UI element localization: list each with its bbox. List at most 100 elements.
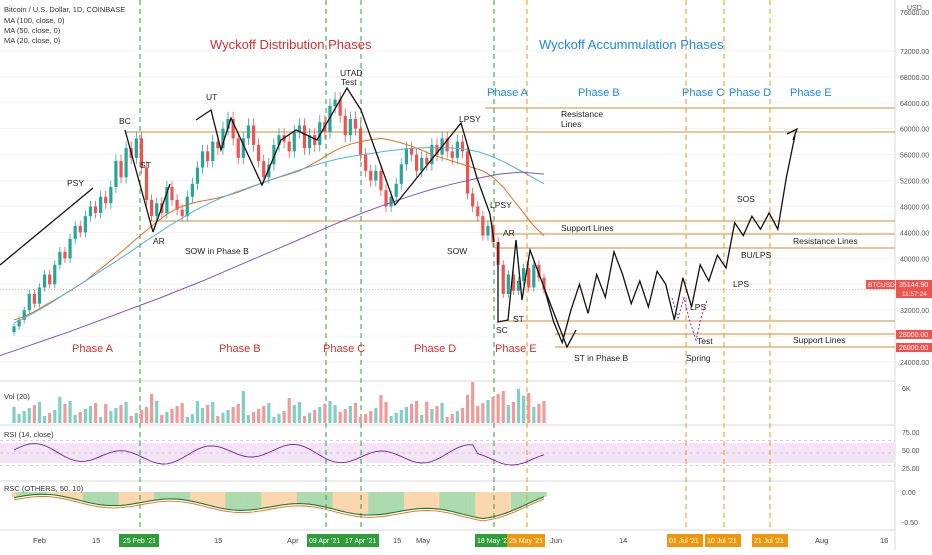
candle-body (420, 157, 424, 171)
accumulation-title: Wyckoff Accummulation Phases (539, 37, 724, 52)
wyckoff-structure-line (124, 129, 154, 233)
volume-bar (399, 410, 403, 423)
candle-body (511, 274, 516, 291)
rsc-area-bar (347, 492, 354, 514)
rsc-area-bar (490, 492, 496, 517)
candle-body (99, 196, 103, 213)
rsc-area-bar (434, 492, 440, 509)
rsc-area-bar (179, 492, 186, 500)
candle-body (104, 196, 108, 204)
candle-body (460, 141, 465, 152)
candle-body (353, 118, 358, 129)
candle-body (206, 151, 210, 162)
rsc-area-bar (42, 492, 48, 495)
date-chip-21jul (752, 534, 788, 547)
rsi-pane-label: RSI (14, close) (4, 430, 54, 439)
symbol-title: Bitcoin / U.S. Dollar, 1D, COINBASE (4, 5, 125, 14)
candle-body (175, 199, 179, 210)
indicator-ma20-label: MA (20, close, 0) (4, 36, 61, 45)
rsc-area-bar (312, 492, 318, 505)
last-price-text: 35144.90 (899, 282, 928, 289)
volume-bar (17, 414, 21, 423)
rsc-area-bar (500, 492, 507, 514)
rsc-area-bar (67, 492, 74, 498)
date-chip-25feb (119, 534, 159, 547)
volume-bar (307, 413, 312, 423)
volume-bar (313, 410, 317, 423)
rsc-area-bar (138, 492, 145, 503)
candle-body (394, 183, 398, 197)
candle-body (124, 148, 128, 178)
candle-body (22, 310, 26, 320)
volume-bar (68, 401, 72, 423)
volume-bar (491, 397, 495, 423)
rsc-area-bar (475, 492, 481, 518)
rsc-area-bar (194, 492, 201, 503)
dist-phase-a: Phase A (72, 343, 114, 355)
rsc-area-bar (368, 492, 374, 516)
candle-body (522, 268, 526, 282)
candle-body (389, 196, 393, 207)
wyckoff-structure-line (0, 187, 94, 266)
volume-bar (506, 405, 510, 423)
last-price-tag (896, 280, 932, 298)
rsc-area-bar (373, 492, 379, 515)
date-chip-09apr-text: 09 Apr '21 (309, 538, 340, 545)
ma100-line (0, 171, 545, 357)
acc-phase-c: Phase C (682, 87, 724, 99)
acc-phase-b: Phase B (578, 87, 620, 99)
rsc-area-bar (281, 492, 288, 505)
candle-body (404, 148, 409, 165)
candle-body (58, 251, 62, 265)
rsi-tick-75: 75.00 (902, 430, 920, 437)
volume-bar (374, 408, 378, 423)
indicator-ma100-label: MA (100, close, 0) (4, 16, 65, 25)
volume-bar (78, 412, 82, 423)
candle-body (476, 206, 480, 217)
candle-body (445, 138, 449, 152)
event-lps-2: LPS (733, 279, 749, 289)
rsc-area-bar (296, 492, 303, 504)
volume-bar (267, 403, 271, 423)
rsc-area-bar (495, 492, 502, 516)
volume-bar (63, 404, 67, 423)
candle-body (200, 151, 205, 168)
candle-body (399, 164, 403, 184)
rsc-area-bar (454, 492, 461, 513)
rsc-area-bar (16, 492, 23, 497)
volume-bar (501, 391, 505, 423)
date-chip-25may (507, 534, 545, 547)
volume-bar (425, 402, 429, 423)
candle-body (109, 187, 113, 204)
price-tick-label: 52000.00 (900, 179, 929, 186)
rsc-area-bar (62, 492, 68, 497)
event-ut: UT (206, 92, 217, 102)
candle-body (257, 144, 261, 162)
candle-body (155, 203, 159, 217)
rsc-area-bar (485, 492, 491, 518)
volume-bar (195, 401, 200, 423)
indicator-ma50-label: MA (50, close, 0) (4, 26, 61, 35)
candle-body (537, 264, 541, 278)
date-chip-10jul-text: 10 Jul '21 (707, 538, 737, 545)
candle-body (302, 125, 307, 149)
volume-bar (465, 395, 470, 423)
candle-body (53, 264, 57, 285)
volume-bar (404, 407, 409, 423)
event-bc: BC (119, 116, 131, 126)
volume-bar (297, 402, 301, 423)
date-chip-25feb-text: 25 Feb '21 (123, 538, 156, 545)
volume-bar (532, 407, 536, 423)
dist-phase-e: Phase E (495, 343, 537, 355)
rsc-area-bar (317, 492, 323, 506)
rsc-area-bar (36, 492, 43, 495)
rsc-area-bar (52, 492, 58, 496)
rsc-area-bar (108, 492, 114, 506)
distribution-title: Wyckoff Distribution Phases (210, 37, 372, 52)
candle-body (221, 128, 225, 149)
volume-bar (460, 408, 465, 423)
x-tick-15-feb: 15 (92, 536, 100, 545)
rsc-area-bar (388, 492, 395, 513)
x-tick-jun: Jun (550, 536, 562, 545)
volume-bar (476, 406, 480, 423)
